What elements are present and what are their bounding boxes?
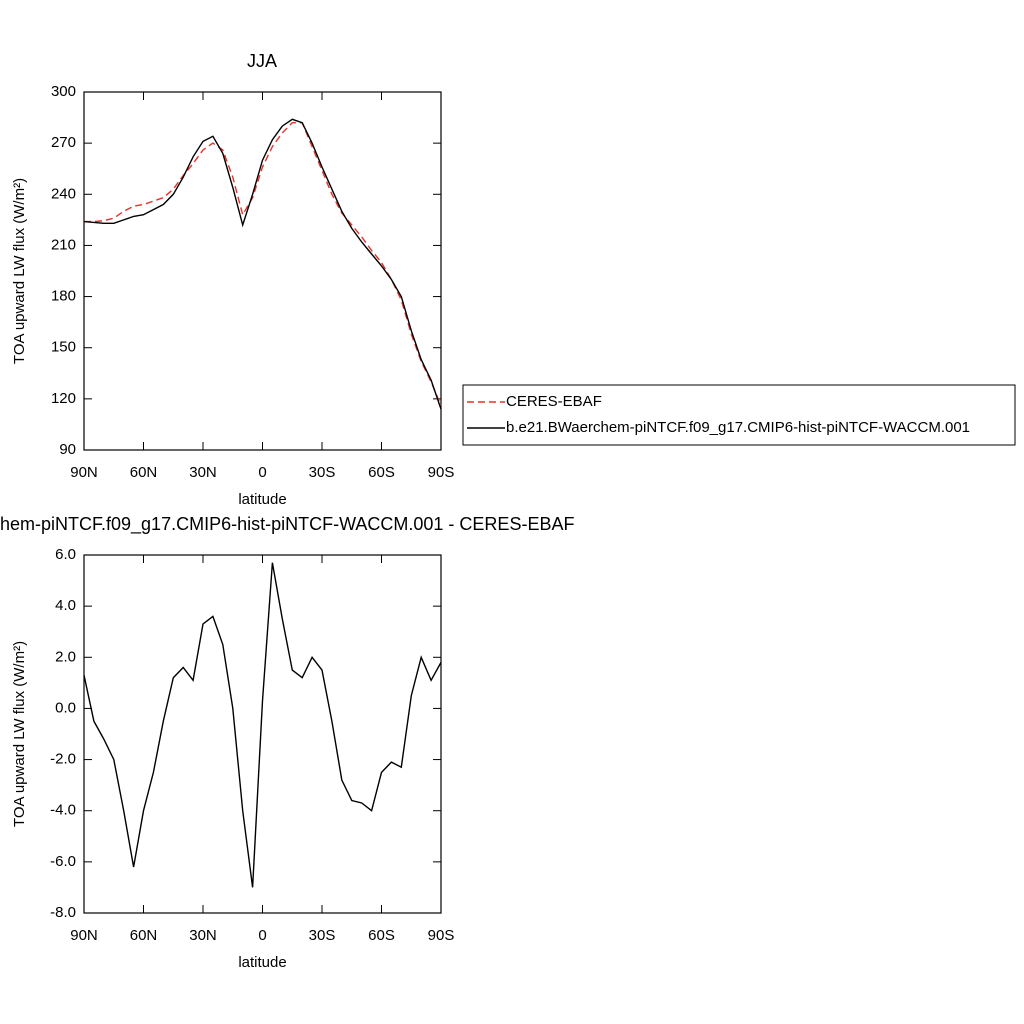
x-tick-label: 90S bbox=[428, 927, 455, 944]
plot-frame bbox=[83, 554, 442, 914]
x-tick-label: 90N bbox=[70, 464, 98, 481]
x-tick-label: 60S bbox=[368, 464, 395, 481]
x-tick-label: 30N bbox=[189, 927, 217, 944]
legend-box bbox=[462, 384, 1016, 446]
y-tick-label: -2.0 bbox=[50, 751, 76, 768]
y-tick-label: 240 bbox=[51, 185, 76, 202]
y-axis-label: TOA upward LW flux (W/m²) bbox=[11, 178, 28, 364]
data-line bbox=[83, 118, 442, 410]
y-tick-label: -6.0 bbox=[50, 853, 76, 870]
chart-title: hem-piNTCF.f09_g17.CMIP6-hist-piNTCF-WAC… bbox=[0, 514, 574, 535]
legend-label: b.e21.BWaerchem-piNTCF.f09_g17.CMIP6-his… bbox=[506, 419, 970, 436]
y-tick-label: 180 bbox=[51, 288, 76, 305]
y-tick-label: 90 bbox=[59, 441, 76, 458]
x-axis-label: latitude bbox=[238, 491, 286, 508]
x-tick-label: 90N bbox=[70, 927, 98, 944]
data-line bbox=[83, 562, 442, 888]
x-tick-label: 30N bbox=[189, 464, 217, 481]
y-tick-label: 4.0 bbox=[55, 597, 76, 614]
y-tick-label: 300 bbox=[51, 83, 76, 100]
data-line bbox=[84, 122, 442, 406]
y-tick-label: -4.0 bbox=[50, 802, 76, 819]
x-tick-label: 90S bbox=[428, 464, 455, 481]
chart-title: JJA bbox=[247, 51, 277, 71]
y-tick-label: -8.0 bbox=[50, 904, 76, 921]
x-tick-label: 60N bbox=[130, 927, 158, 944]
y-tick-label: 150 bbox=[51, 339, 76, 356]
y-tick-label: 270 bbox=[51, 134, 76, 151]
x-tick-label: 30S bbox=[309, 927, 336, 944]
x-tick-label: 0 bbox=[258, 464, 266, 481]
x-axis-label: latitude bbox=[238, 954, 286, 971]
y-tick-label: 0.0 bbox=[55, 699, 76, 716]
legend-label: CERES-EBAF bbox=[506, 393, 602, 410]
plot-frame bbox=[83, 91, 442, 451]
y-tick-label: 2.0 bbox=[55, 648, 76, 665]
x-tick-label: 60S bbox=[368, 927, 395, 944]
x-tick-label: 0 bbox=[258, 927, 266, 944]
y-tick-label: 6.0 bbox=[55, 546, 76, 563]
y-axis-label: TOA upward LW flux (W/m²) bbox=[11, 641, 28, 827]
y-tick-label: 210 bbox=[51, 236, 76, 253]
x-tick-label: 60N bbox=[130, 464, 158, 481]
y-tick-label: 120 bbox=[51, 390, 76, 407]
x-tick-label: 30S bbox=[309, 464, 336, 481]
